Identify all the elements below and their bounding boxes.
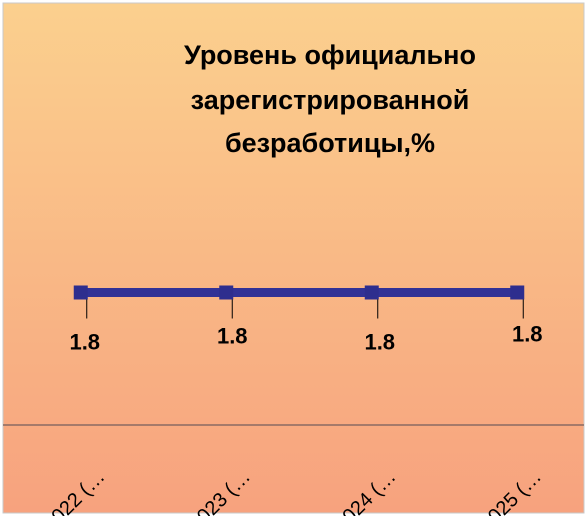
chart-title-line-1: Уровень официально (184, 40, 476, 70)
data-label: 1.8 (217, 324, 248, 349)
chart-title-line-2: зарегистрированной (191, 85, 470, 115)
data-label: 1.8 (69, 330, 100, 355)
data-point-marker (219, 285, 234, 300)
data-point-marker (510, 285, 525, 300)
data-point-marker (364, 285, 379, 300)
data-label: 1.8 (512, 322, 543, 347)
data-point-marker (73, 285, 88, 300)
chart-title-line-3: безработицы,% (225, 128, 435, 158)
data-label: 1.8 (364, 330, 395, 355)
